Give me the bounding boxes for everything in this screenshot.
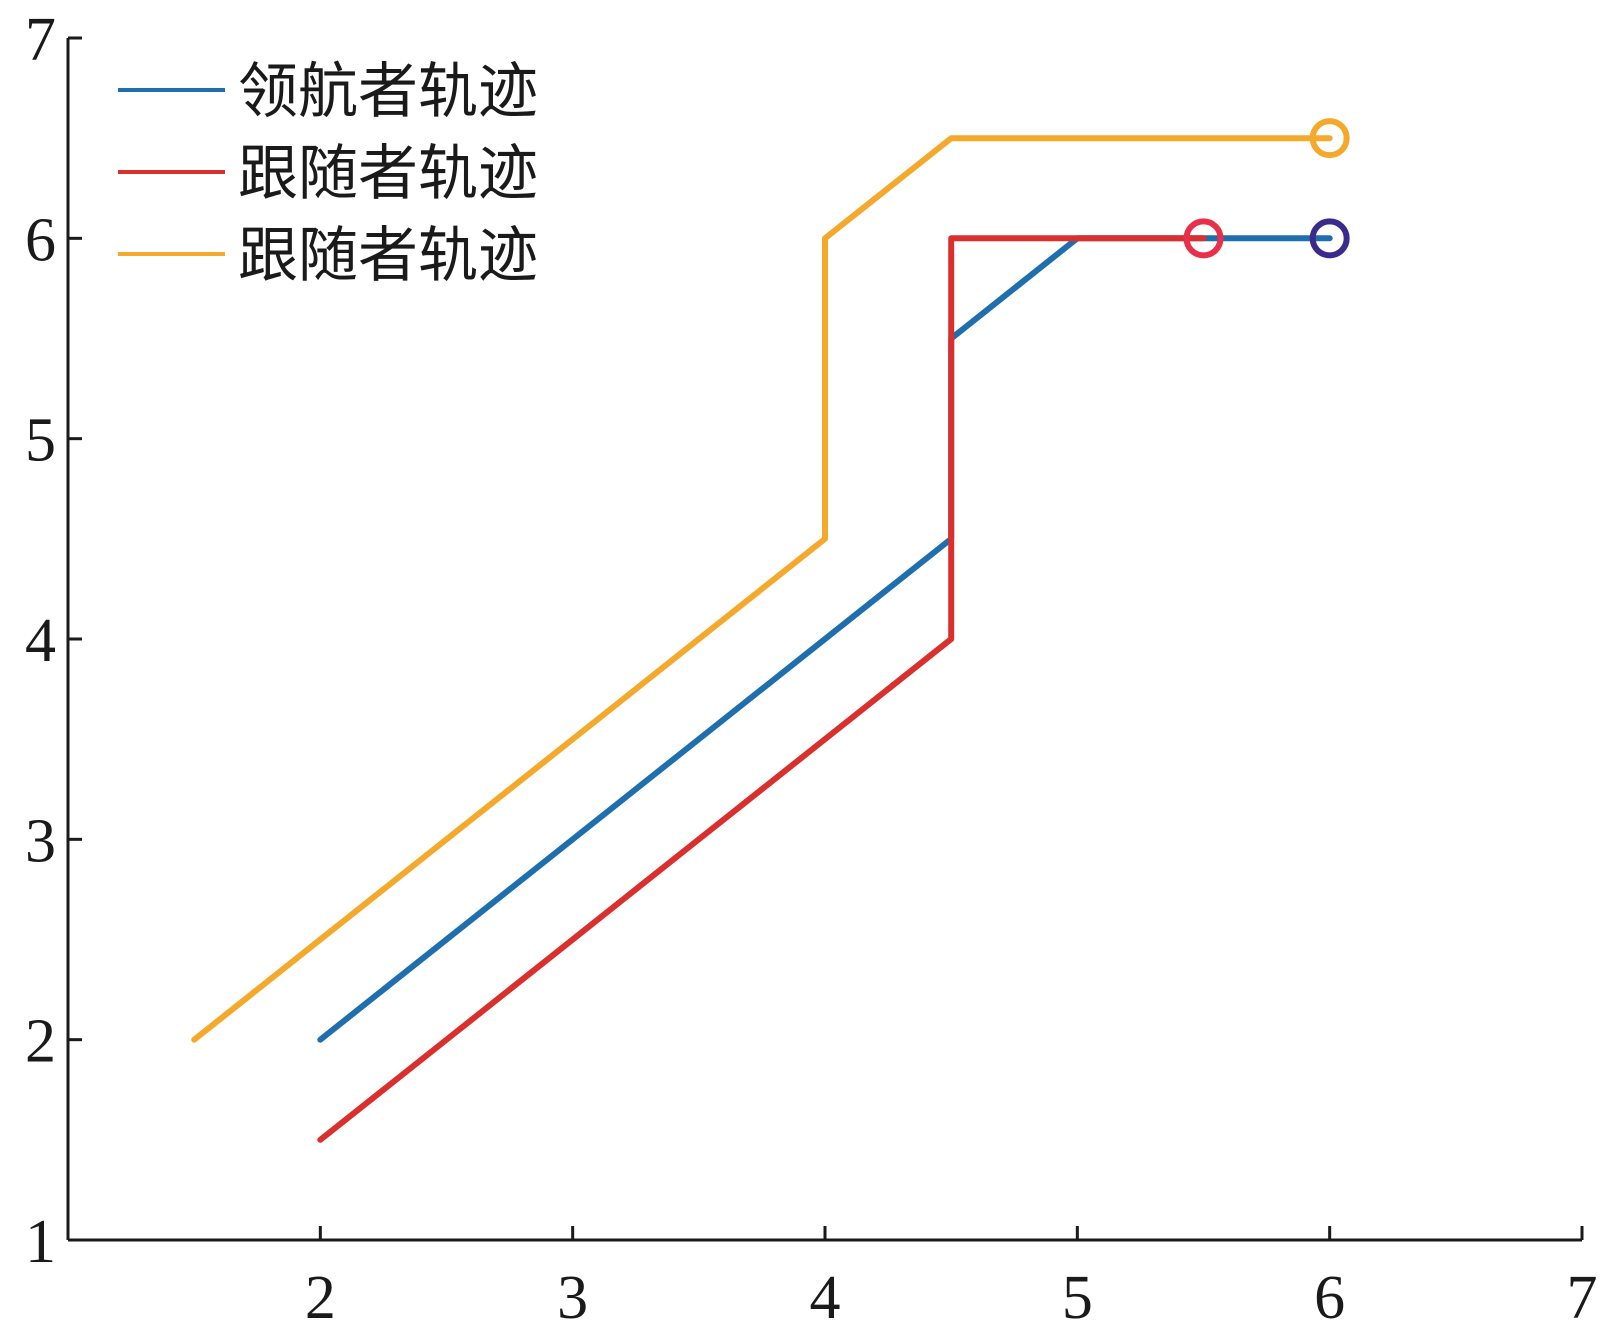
series-layer — [191, 118, 1350, 1143]
y-tick-label: 3 — [25, 807, 56, 875]
y-tick-label: 2 — [25, 1008, 56, 1076]
x-tick-label: 7 — [1567, 1264, 1598, 1326]
series-line-1 — [317, 235, 1333, 1043]
legend-label-3: 跟随者轨迹 — [238, 221, 538, 291]
series-end-marker-1 — [1309, 218, 1350, 259]
y-tick-label: 5 — [25, 407, 56, 475]
series-line-3 — [191, 135, 1333, 1043]
y-tick-label: 6 — [25, 206, 56, 274]
x-tick-label: 3 — [557, 1264, 588, 1326]
legend-label-2: 跟随者轨迹 — [238, 139, 538, 209]
x-tick-label: 5 — [1062, 1264, 1093, 1326]
legend-label-1: 领航者轨迹 — [238, 57, 538, 127]
x-tick-label: 6 — [1314, 1264, 1345, 1326]
series-end-marker-2 — [1183, 218, 1224, 259]
axes: 1 2 3 4 5 6 7 2 3 4 5 6 7 — [25, 6, 1598, 1326]
x-tick-label: 2 — [305, 1264, 336, 1326]
y-tick-label: 4 — [25, 607, 56, 675]
y-tick-label: 7 — [25, 6, 56, 74]
series-end-marker-3 — [1309, 118, 1350, 159]
y-tick-label: 1 — [25, 1208, 56, 1276]
x-tick-label: 4 — [810, 1264, 841, 1326]
series-line-2 — [317, 235, 1207, 1143]
